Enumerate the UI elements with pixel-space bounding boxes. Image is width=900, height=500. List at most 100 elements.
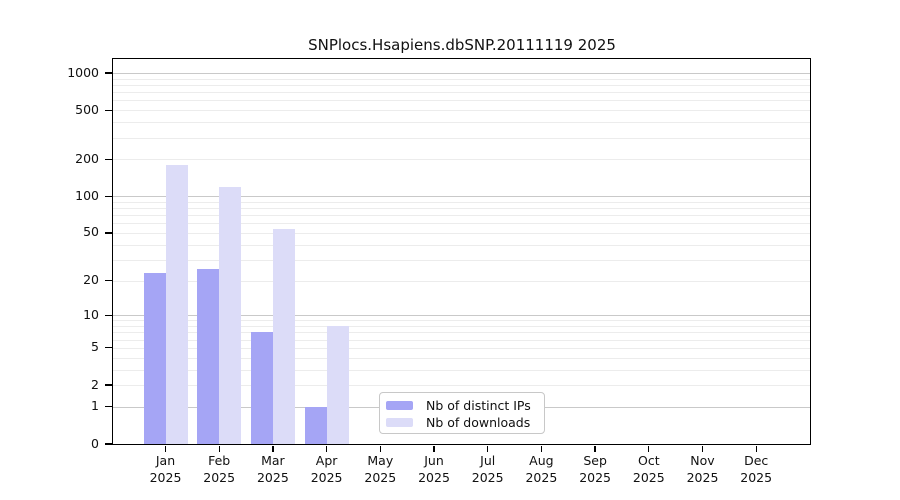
month-label: Sep bbox=[583, 453, 607, 468]
y-axis-tick-label: 0 bbox=[91, 435, 99, 451]
x-axis-tick bbox=[755, 445, 757, 452]
bar-downloads-feb bbox=[219, 186, 242, 444]
x-axis-tick bbox=[594, 445, 596, 452]
legend-entry-distinct-ips: Nb of distinct IPs bbox=[386, 397, 544, 414]
bar-downloads-mar bbox=[272, 228, 295, 444]
y-axis-tick bbox=[104, 314, 112, 316]
x-axis-tick bbox=[540, 445, 543, 452]
minor-gridline bbox=[113, 215, 810, 217]
x-axis-tick-label: Feb 2025 bbox=[187, 453, 251, 486]
minor-gridline bbox=[113, 339, 810, 341]
y-axis-tick-label: 2 bbox=[91, 376, 99, 392]
y-axis-tick-label: 100 bbox=[75, 187, 99, 203]
x-axis-tick bbox=[648, 445, 650, 452]
minor-gridline bbox=[113, 385, 810, 387]
x-axis-tick-label: May 2025 bbox=[348, 453, 412, 486]
minor-gridline bbox=[113, 201, 810, 203]
month-label: Jun bbox=[424, 453, 444, 468]
year-label: 2025 bbox=[740, 469, 773, 485]
month-label: Jul bbox=[480, 453, 496, 468]
minor-gridline bbox=[113, 369, 810, 371]
y-axis-tick bbox=[104, 232, 112, 234]
y-axis-tick bbox=[104, 109, 112, 111]
year-label: 2025 bbox=[471, 469, 504, 485]
y-axis-tick bbox=[104, 406, 112, 408]
legend-label-distinct-ips: Nb of distinct IPs bbox=[426, 397, 531, 413]
major-gridline bbox=[113, 73, 810, 75]
x-axis-tick-label: Jul 2025 bbox=[456, 453, 520, 486]
x-axis-tick-label: Apr 2025 bbox=[295, 453, 359, 486]
y-axis-tick-label: 1 bbox=[91, 398, 99, 414]
x-axis-tick-label: Jan 2025 bbox=[134, 453, 198, 486]
y-axis-tick bbox=[104, 158, 112, 160]
minor-gridline bbox=[113, 137, 810, 139]
x-axis-tick-label: Sep 2025 bbox=[563, 453, 627, 486]
minor-gridline bbox=[113, 244, 810, 246]
bar-ips-apr bbox=[304, 406, 327, 444]
legend-swatch-distinct-ips bbox=[386, 401, 413, 410]
y-axis-tick bbox=[104, 347, 112, 349]
year-label: 2025 bbox=[418, 469, 450, 485]
minor-gridline bbox=[113, 110, 810, 112]
y-axis-tick-label: 200 bbox=[75, 150, 99, 166]
minor-gridline bbox=[113, 122, 810, 124]
x-axis-tick-label: Dec 2025 bbox=[724, 453, 788, 486]
y-axis-tick-label: 20 bbox=[83, 272, 99, 288]
y-axis-tick bbox=[104, 72, 112, 74]
x-axis-tick bbox=[487, 445, 489, 452]
y-axis-tick-label: 500 bbox=[75, 101, 99, 117]
chart-title: SNPlocs.Hsapiens.dbSNP.20111119 2025 bbox=[308, 36, 616, 54]
bar-ips-feb bbox=[197, 269, 220, 444]
month-label: Nov bbox=[690, 453, 715, 468]
month-label: Mar bbox=[261, 453, 285, 468]
year-label: 2025 bbox=[149, 469, 182, 485]
y-axis-tick bbox=[104, 443, 112, 445]
minor-gridline bbox=[113, 208, 810, 210]
minor-gridline bbox=[113, 92, 810, 94]
minor-gridline bbox=[113, 280, 810, 282]
minor-gridline bbox=[113, 357, 810, 359]
month-label: May bbox=[367, 453, 394, 468]
plot-area: 0 1 2 5 10 20 50 100 200 500 1000 Jan 2025 Feb 2025 Mar… bbox=[67, 58, 811, 485]
x-axis-tick bbox=[164, 445, 167, 452]
y-axis-tick-label: 50 bbox=[83, 224, 99, 240]
minor-gridline bbox=[113, 78, 810, 80]
year-label: 2025 bbox=[203, 469, 236, 485]
minor-gridline bbox=[113, 85, 810, 87]
month-label: Feb bbox=[208, 453, 231, 468]
x-axis-tick-label: Nov 2025 bbox=[671, 453, 735, 486]
bar-ips-jan bbox=[143, 273, 166, 444]
year-label: 2025 bbox=[632, 469, 665, 485]
month-label: Dec bbox=[744, 453, 769, 468]
month-label: Oct bbox=[637, 453, 660, 468]
minor-gridline bbox=[113, 259, 810, 261]
legend-label-downloads: Nb of downloads bbox=[426, 414, 531, 430]
legend-entry-downloads: Nb of downloads bbox=[386, 414, 544, 431]
bar-downloads-jan bbox=[165, 164, 188, 444]
year-label: 2025 bbox=[686, 469, 719, 485]
bar-ips-mar bbox=[250, 332, 273, 444]
year-label: 2025 bbox=[310, 469, 343, 485]
month-label: Jan bbox=[155, 453, 176, 468]
year-label: 2025 bbox=[579, 469, 611, 485]
y-axis-tick bbox=[104, 384, 112, 386]
x-axis-tick-label: Aug 2025 bbox=[509, 453, 573, 486]
year-label: 2025 bbox=[364, 469, 397, 485]
year-label: 2025 bbox=[525, 469, 558, 485]
y-axis-tick-label: 10 bbox=[83, 306, 99, 322]
minor-gridline bbox=[113, 100, 810, 102]
x-axis-tick bbox=[433, 445, 435, 452]
x-axis-tick bbox=[701, 445, 704, 452]
y-axis-tick bbox=[104, 279, 112, 282]
x-axis-tick bbox=[379, 445, 381, 452]
minor-gridline bbox=[113, 326, 810, 328]
y-axis-tick bbox=[104, 195, 112, 197]
month-label: Aug bbox=[529, 453, 554, 468]
major-gridline bbox=[113, 315, 810, 317]
year-label: 2025 bbox=[256, 469, 289, 485]
minor-gridline bbox=[113, 232, 810, 234]
minor-gridline bbox=[113, 159, 810, 161]
x-axis-tick-label: Jun 2025 bbox=[402, 453, 466, 486]
x-axis-tick bbox=[325, 445, 328, 452]
